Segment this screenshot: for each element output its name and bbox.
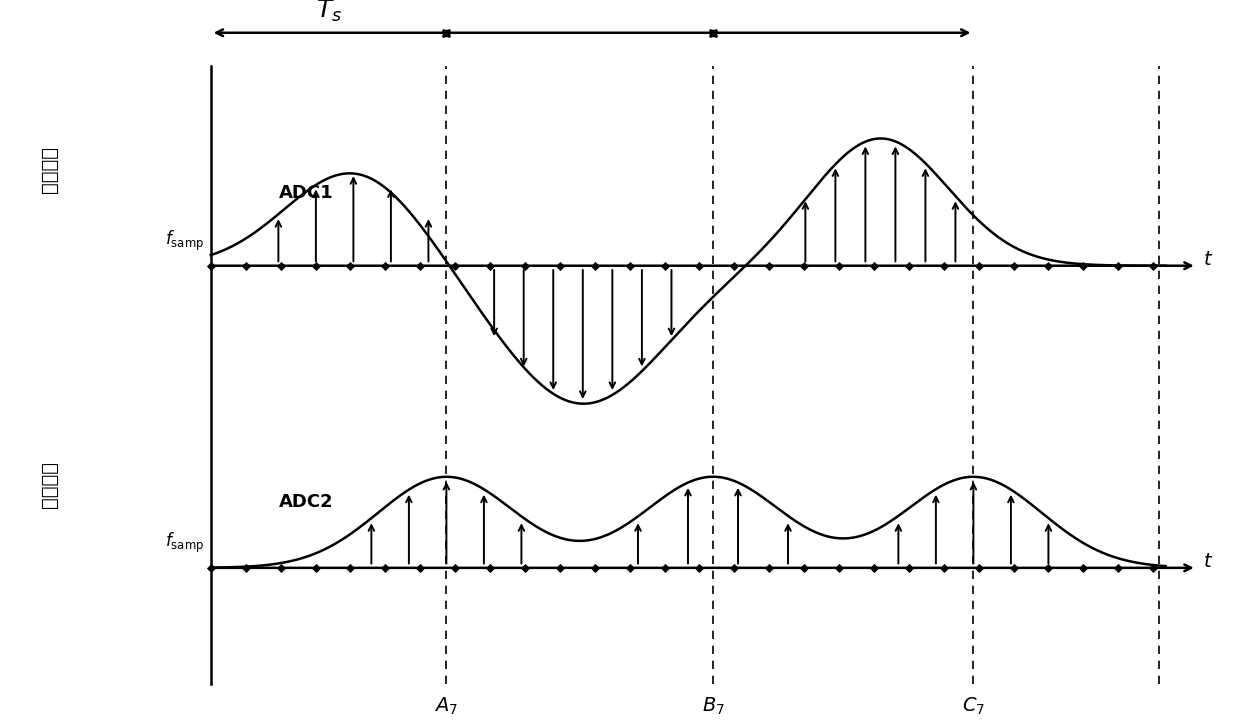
Point (795, 260, 815, 272)
Point (341, 260, 361, 272)
Point (341, 562, 361, 574)
Point (201, 260, 221, 272)
Text: $f_{\mathregular{samp}}$: $f_{\mathregular{samp}}$ (165, 531, 205, 555)
Point (515, 562, 534, 574)
Point (759, 562, 779, 574)
Point (968, 260, 988, 272)
Point (410, 260, 430, 272)
Point (724, 562, 744, 574)
Point (1074, 562, 1094, 574)
Point (410, 562, 430, 574)
Text: $C_7$: $C_7$ (962, 695, 985, 716)
Point (899, 562, 919, 574)
Text: $T_s$: $T_s$ (316, 0, 341, 24)
Point (480, 260, 500, 272)
Point (445, 562, 465, 574)
Text: 输出电压: 输出电压 (40, 146, 60, 193)
Point (1003, 260, 1023, 272)
Point (270, 562, 290, 574)
Point (549, 562, 569, 574)
Point (1003, 562, 1023, 574)
Point (305, 562, 325, 574)
Text: $t$: $t$ (1203, 553, 1213, 571)
Point (759, 260, 779, 272)
Point (1039, 562, 1059, 574)
Point (830, 562, 849, 574)
Point (549, 260, 569, 272)
Point (689, 562, 709, 574)
Point (830, 260, 849, 272)
Point (236, 562, 255, 574)
Point (655, 260, 675, 272)
Point (1039, 260, 1059, 272)
Text: $f_{\mathregular{samp}}$: $f_{\mathregular{samp}}$ (165, 229, 205, 253)
Text: $t$: $t$ (1203, 251, 1213, 269)
Point (515, 260, 534, 272)
Text: 输出电压: 输出电压 (40, 461, 60, 507)
Point (934, 260, 954, 272)
Point (620, 260, 640, 272)
Point (236, 260, 255, 272)
Point (655, 562, 675, 574)
Point (1143, 260, 1163, 272)
Point (1109, 562, 1128, 574)
Point (201, 562, 221, 574)
Point (376, 562, 396, 574)
Point (968, 562, 988, 574)
Point (864, 260, 884, 272)
Point (689, 260, 709, 272)
Point (480, 562, 500, 574)
Point (376, 260, 396, 272)
Point (1109, 260, 1128, 272)
Point (585, 260, 605, 272)
Point (305, 260, 325, 272)
Point (795, 562, 815, 574)
Point (934, 562, 954, 574)
Point (585, 562, 605, 574)
Text: $B_7$: $B_7$ (702, 695, 724, 716)
Text: ADC1: ADC1 (279, 184, 334, 202)
Point (445, 260, 465, 272)
Point (864, 562, 884, 574)
Point (899, 260, 919, 272)
Point (1074, 260, 1094, 272)
Text: ADC2: ADC2 (279, 494, 334, 511)
Text: $A_7$: $A_7$ (434, 695, 459, 716)
Point (1143, 562, 1163, 574)
Point (270, 260, 290, 272)
Point (724, 260, 744, 272)
Point (620, 562, 640, 574)
